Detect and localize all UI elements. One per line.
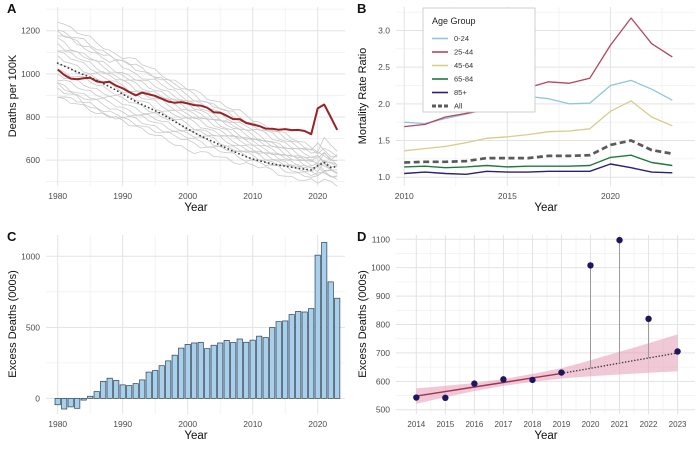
svg-text:0: 0 bbox=[35, 393, 40, 403]
svg-text:0-24: 0-24 bbox=[454, 34, 469, 43]
panel-d: D Excess Deaths (000s) Year 2014 2015 2016… bbox=[350, 228, 700, 455]
svg-text:25-44: 25-44 bbox=[454, 48, 473, 57]
svg-text:2017: 2017 bbox=[495, 420, 513, 429]
svg-text:3.0: 3.0 bbox=[378, 25, 390, 35]
panel-b-label: B bbox=[357, 1, 367, 16]
panel-d-x-axis-title: Year bbox=[534, 430, 558, 442]
svg-text:2023: 2023 bbox=[669, 420, 687, 429]
svg-text:1000: 1000 bbox=[371, 263, 390, 273]
svg-text:500: 500 bbox=[376, 405, 390, 415]
svg-text:800: 800 bbox=[26, 112, 40, 122]
svg-text:1990: 1990 bbox=[113, 191, 132, 201]
svg-text:1.5: 1.5 bbox=[378, 136, 390, 146]
panel-a-label: A bbox=[7, 1, 17, 16]
svg-text:1980: 1980 bbox=[48, 191, 67, 201]
panel-b-x-axis-title: Year bbox=[534, 202, 558, 214]
svg-text:2020: 2020 bbox=[308, 419, 327, 429]
panel-d-y-axis-title: Excess Deaths (000s) bbox=[357, 270, 369, 378]
svg-text:2010: 2010 bbox=[243, 191, 262, 201]
svg-text:1100: 1100 bbox=[372, 234, 391, 244]
panel-a-y-axis-title: Deaths per 100K bbox=[7, 54, 19, 138]
panel-b-chart: Age Group 0-24 25-44 45-64 65-84 85+ All 2010 20… bbox=[378, 7, 695, 201]
svg-text:2020: 2020 bbox=[308, 191, 327, 201]
panel-c-chart: 1980 1990 2000 2010 2020 0 500 1000 bbox=[21, 235, 345, 429]
panel-b: B Mortality Rate Ratio Year Age Group 0-2… bbox=[350, 0, 700, 227]
svg-text:2000: 2000 bbox=[178, 419, 197, 429]
svg-text:2010: 2010 bbox=[243, 419, 262, 429]
svg-text:2.5: 2.5 bbox=[378, 62, 390, 72]
svg-text:2020: 2020 bbox=[582, 420, 600, 429]
svg-text:2015: 2015 bbox=[498, 191, 517, 201]
svg-text:2021: 2021 bbox=[611, 420, 629, 429]
svg-text:600: 600 bbox=[26, 155, 40, 165]
panel-c: C Excess Deaths (000s) Year 1980 1990 2000… bbox=[0, 228, 350, 455]
svg-text:800: 800 bbox=[376, 320, 390, 330]
svg-text:2016: 2016 bbox=[465, 420, 483, 429]
panel-b-y-axis-title: Mortality Rate Ratio bbox=[357, 47, 369, 145]
svg-text:2018: 2018 bbox=[524, 420, 542, 429]
svg-text:2019: 2019 bbox=[553, 420, 571, 429]
svg-text:2010: 2010 bbox=[395, 191, 414, 201]
svg-text:All: All bbox=[454, 102, 463, 111]
panel-a-x-axis-title: Year bbox=[184, 202, 208, 214]
svg-text:1980: 1980 bbox=[48, 419, 67, 429]
svg-text:65-84: 65-84 bbox=[454, 75, 473, 84]
svg-text:85+: 85+ bbox=[454, 88, 467, 97]
svg-text:Age Group: Age Group bbox=[432, 16, 476, 26]
panel-d-label: D bbox=[357, 229, 367, 244]
svg-text:1990: 1990 bbox=[113, 419, 132, 429]
svg-text:1000: 1000 bbox=[21, 251, 40, 261]
panel-c-y-axis-title: Excess Deaths (000s) bbox=[7, 270, 19, 378]
svg-text:900: 900 bbox=[376, 291, 390, 301]
svg-text:1.0: 1.0 bbox=[378, 172, 390, 182]
svg-text:2020: 2020 bbox=[601, 191, 620, 201]
svg-text:500: 500 bbox=[26, 322, 40, 332]
svg-text:2.0: 2.0 bbox=[378, 99, 390, 109]
svg-text:45-64: 45-64 bbox=[454, 61, 473, 70]
panel-a: A Deaths per 100K Year 1980 1990 2000 2010 2… bbox=[0, 0, 350, 227]
panel-a-chart: 1980 1990 2000 2010 2020 600 800 1000 1200 bbox=[21, 7, 345, 201]
svg-text:700: 700 bbox=[376, 348, 390, 358]
svg-text:1000: 1000 bbox=[21, 69, 40, 79]
svg-text:2022: 2022 bbox=[640, 420, 658, 429]
svg-text:2014: 2014 bbox=[407, 420, 425, 429]
panel-c-x-axis-title: Year bbox=[184, 430, 208, 442]
panel-d-chart: 2014 2015 2016 2017 2018 2019 2020 2021 2022 2023… bbox=[371, 234, 695, 429]
svg-text:1200: 1200 bbox=[21, 26, 40, 36]
svg-text:2000: 2000 bbox=[178, 191, 197, 201]
panel-c-label: C bbox=[7, 229, 17, 244]
svg-text:2015: 2015 bbox=[436, 420, 454, 429]
svg-text:600: 600 bbox=[376, 376, 390, 386]
